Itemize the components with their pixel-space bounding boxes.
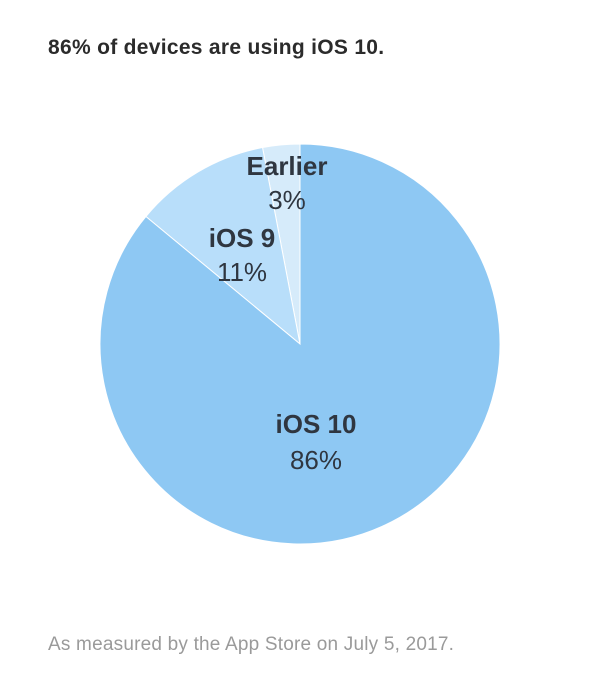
slice-value-ios-10: 86% — [290, 445, 342, 475]
slice-value-earlier: 3% — [268, 185, 306, 215]
pie-slice-ios-9 — [145, 146, 301, 346]
slice-label-earlier: Earlier — [247, 151, 328, 181]
slice-label-ios-9: iOS 9 — [209, 223, 275, 253]
slice-value-ios-9: 11% — [217, 257, 267, 287]
pie-slices — [99, 143, 501, 545]
footnote: As measured by the App Store on July 5, … — [48, 634, 455, 655]
pie-labels: Earlier 3% iOS 9 11% iOS 10 86% — [209, 151, 357, 475]
pie-slice-ios-10 — [99, 143, 501, 545]
slice-label-ios-10: iOS 10 — [276, 409, 357, 439]
chart-title: 86% of devices are using iOS 10. — [48, 36, 385, 59]
